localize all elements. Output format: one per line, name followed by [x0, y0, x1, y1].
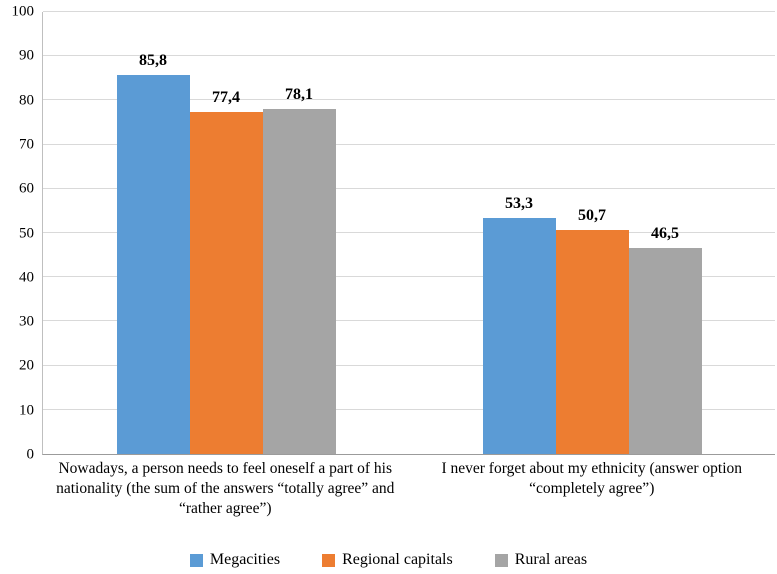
- legend-swatch-icon: [189, 553, 203, 567]
- y-axis-label: 60: [19, 180, 34, 197]
- bar-rural-areas: [262, 108, 336, 454]
- y-axis-label: 80: [19, 92, 34, 109]
- bar-wrap: 53,3: [482, 12, 556, 454]
- bar-regional-capitals: [555, 229, 629, 454]
- gridline: [43, 11, 775, 12]
- bar-rural-areas: [628, 248, 702, 454]
- gridline: [43, 364, 775, 366]
- y-axis: 0 10 20 30 40 50 60 70 80 90 100: [0, 4, 38, 462]
- legend-item: Rural areas: [494, 551, 588, 568]
- category-cell: I never forget about my ethnicity (answe…: [409, 459, 776, 519]
- bar-megacities: [482, 218, 556, 454]
- bar-value-label: 50,7: [578, 206, 606, 224]
- y-axis-label: 100: [11, 3, 35, 20]
- y-axis-label: 90: [19, 47, 34, 64]
- bar-value-label: 53,3: [505, 195, 533, 213]
- legend: Megacities Regional capitals Rural areas: [0, 552, 777, 568]
- bar-value-label: 77,4: [212, 88, 240, 106]
- legend-label: Megacities: [209, 551, 281, 568]
- legend-label: Rural areas: [514, 551, 588, 568]
- gridline: [43, 55, 775, 57]
- y-axis-label: 50: [19, 225, 34, 241]
- bar-megacities: [116, 74, 190, 454]
- y-axis-label: 70: [19, 136, 34, 153]
- y-axis-label: 40: [19, 269, 34, 286]
- category-label: I never forget about my ethnicity (answe…: [441, 460, 743, 498]
- bar-regional-capitals: [189, 111, 263, 454]
- gridline: [43, 143, 775, 145]
- bar-value-label: 78,1: [285, 85, 313, 103]
- y-axis-label: 10: [19, 402, 34, 419]
- legend-swatch-icon: [322, 553, 336, 567]
- bar-wrap: 85,8: [116, 12, 190, 454]
- gridline: [43, 99, 775, 101]
- gridline: [43, 276, 775, 278]
- bar-wrap: 78,1: [262, 12, 336, 454]
- y-axis-label: 30: [19, 313, 34, 330]
- gridline: [43, 187, 775, 189]
- legend-label: Regional capitals: [342, 551, 453, 568]
- gridline: [43, 232, 775, 233]
- legend-item: Megacities: [189, 551, 281, 568]
- bar-wrap: 46,5: [628, 12, 702, 454]
- gridline: [43, 320, 775, 322]
- category-label: Nowadays, a person needs to feel oneself…: [56, 460, 395, 518]
- gridline: [43, 408, 775, 410]
- legend-swatch-icon: [494, 553, 508, 567]
- bar-groups: 85,8 77,4 78,1 53,3 50,7 46,5: [43, 12, 775, 454]
- bar-group: 85,8 77,4 78,1: [43, 12, 409, 454]
- bar-value-label: 46,5: [651, 225, 679, 243]
- plot-area: 85,8 77,4 78,1 53,3 50,7 46,5: [42, 11, 775, 455]
- bar-value-label: 85,8: [139, 51, 167, 69]
- legend-item: Regional capitals: [322, 552, 453, 568]
- bar-group: 53,3 50,7 46,5: [409, 12, 775, 454]
- category-cell: Nowadays, a person needs to feel oneself…: [42, 459, 409, 519]
- bar-wrap: 77,4: [189, 12, 263, 454]
- bar-wrap: 50,7: [555, 12, 629, 454]
- y-axis-label: 0: [26, 446, 35, 463]
- category-axis: Nowadays, a person needs to feel oneself…: [42, 459, 775, 519]
- y-axis-label: 20: [19, 357, 34, 374]
